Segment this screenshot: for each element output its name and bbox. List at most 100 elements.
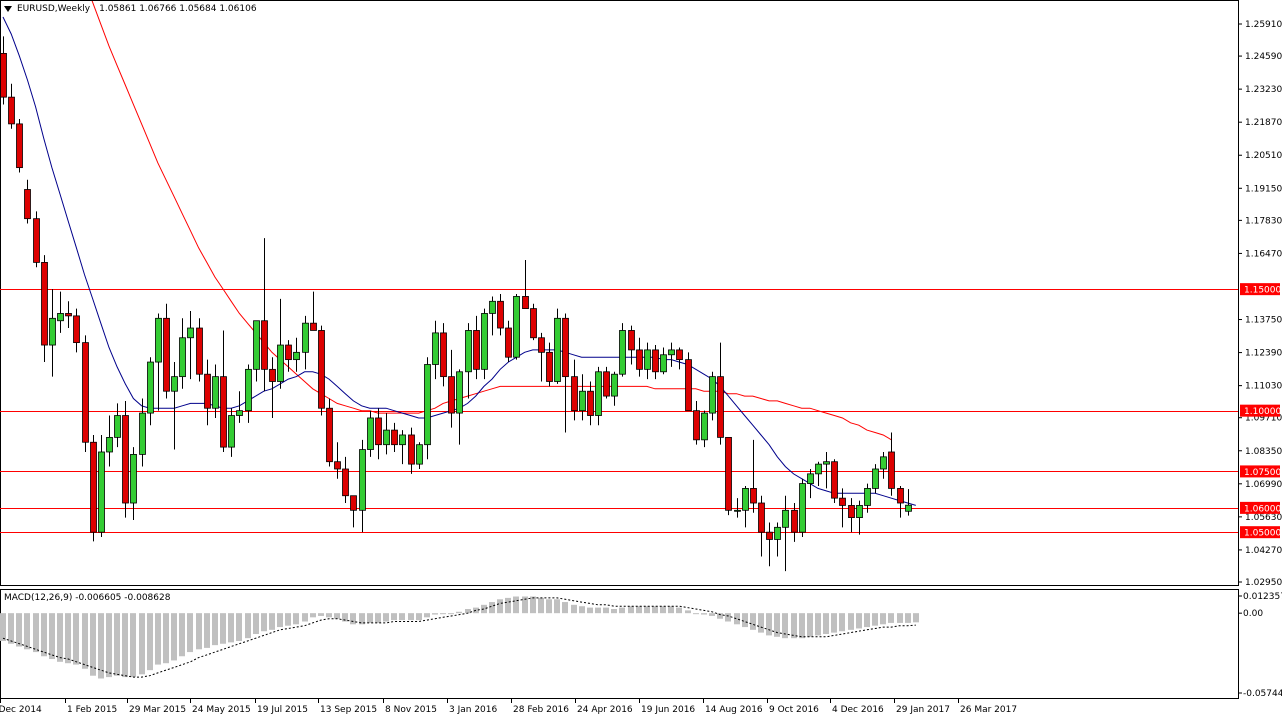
candle[interactable]: [742, 486, 749, 528]
candle[interactable]: [261, 238, 268, 392]
candle[interactable]: [334, 442, 341, 479]
candle[interactable]: [897, 486, 904, 518]
candle[interactable]: [139, 398, 146, 467]
candle[interactable]: [562, 313, 569, 433]
candle[interactable]: [155, 313, 162, 411]
candle[interactable]: [497, 294, 504, 336]
candle[interactable]: [391, 422, 398, 452]
candle[interactable]: [90, 434, 97, 542]
candle[interactable]: [130, 447, 137, 521]
candle[interactable]: [285, 340, 292, 372]
candle[interactable]: [49, 289, 56, 377]
candle[interactable]: [880, 451, 887, 479]
candle[interactable]: [725, 436, 732, 516]
candle[interactable]: [848, 498, 855, 533]
candle[interactable]: [114, 403, 121, 448]
candle[interactable]: [799, 478, 806, 538]
candle[interactable]: [538, 332, 545, 382]
candle[interactable]: [399, 430, 406, 465]
candle[interactable]: [595, 366, 602, 426]
candle[interactable]: [456, 369, 463, 445]
candle[interactable]: [228, 408, 235, 457]
candle[interactable]: [603, 366, 610, 399]
candle[interactable]: [579, 374, 586, 421]
candle[interactable]: [408, 427, 415, 474]
candle[interactable]: [717, 342, 724, 445]
candle[interactable]: [424, 357, 431, 460]
candle[interactable]: [473, 315, 480, 380]
candle[interactable]: [554, 308, 561, 384]
candle[interactable]: [106, 415, 113, 467]
candle[interactable]: [187, 311, 194, 380]
candle[interactable]: [766, 522, 773, 567]
candle[interactable]: [864, 483, 871, 513]
candle[interactable]: [628, 325, 635, 365]
candle[interactable]: [416, 442, 423, 469]
candle[interactable]: [660, 347, 667, 375]
candle[interactable]: [685, 352, 692, 412]
candle[interactable]: [905, 489, 912, 516]
candle[interactable]: [24, 179, 31, 224]
candle[interactable]: [693, 400, 700, 445]
candle[interactable]: [701, 410, 708, 448]
candle[interactable]: [530, 303, 537, 341]
candle[interactable]: [171, 362, 178, 450]
candle[interactable]: [212, 364, 219, 418]
candle[interactable]: [318, 325, 325, 416]
candle[interactable]: [815, 461, 822, 487]
candle[interactable]: [481, 308, 488, 380]
candle[interactable]: [636, 337, 643, 377]
candle[interactable]: [652, 345, 659, 380]
candle[interactable]: [709, 371, 716, 421]
candle[interactable]: [0, 36, 7, 105]
candle[interactable]: [16, 119, 23, 173]
candle[interactable]: [611, 371, 618, 406]
candle[interactable]: [122, 400, 129, 518]
candle[interactable]: [204, 359, 211, 426]
candle[interactable]: [668, 342, 675, 367]
candle[interactable]: [342, 456, 349, 504]
candle[interactable]: [350, 495, 357, 528]
candle[interactable]: [310, 291, 317, 331]
candle[interactable]: [888, 432, 895, 496]
candle[interactable]: [872, 464, 879, 494]
candle[interactable]: [546, 342, 553, 387]
candle[interactable]: [791, 503, 798, 542]
candle[interactable]: [326, 398, 333, 467]
candle[interactable]: [448, 349, 455, 428]
candle[interactable]: [220, 330, 227, 452]
candle[interactable]: [253, 320, 260, 382]
candle[interactable]: [147, 357, 154, 426]
candle[interactable]: [57, 291, 64, 333]
candle[interactable]: [522, 259, 529, 309]
candle[interactable]: [571, 359, 578, 421]
candle[interactable]: [831, 459, 838, 504]
candle[interactable]: [513, 294, 520, 360]
candle[interactable]: [440, 323, 447, 387]
candle[interactable]: [269, 357, 276, 418]
candle[interactable]: [41, 255, 48, 363]
candle[interactable]: [774, 522, 781, 557]
candle[interactable]: [619, 323, 626, 377]
candle[interactable]: [505, 320, 512, 363]
dropdown-triangle-icon[interactable]: [4, 6, 12, 12]
candle[interactable]: [465, 323, 472, 399]
candle[interactable]: [734, 498, 741, 518]
candle[interactable]: [293, 337, 300, 372]
candle[interactable]: [245, 364, 252, 423]
candle[interactable]: [644, 342, 651, 380]
candle[interactable]: [676, 347, 683, 370]
candle[interactable]: [823, 451, 830, 489]
candle[interactable]: [33, 211, 40, 268]
candle[interactable]: [807, 468, 814, 499]
candle[interactable]: [432, 320, 439, 380]
candle[interactable]: [98, 434, 105, 538]
candle[interactable]: [750, 439, 757, 513]
candle[interactable]: [359, 439, 366, 533]
candle[interactable]: [277, 298, 284, 389]
candle[interactable]: [8, 83, 15, 129]
candle[interactable]: [82, 335, 89, 452]
candle[interactable]: [375, 408, 382, 460]
